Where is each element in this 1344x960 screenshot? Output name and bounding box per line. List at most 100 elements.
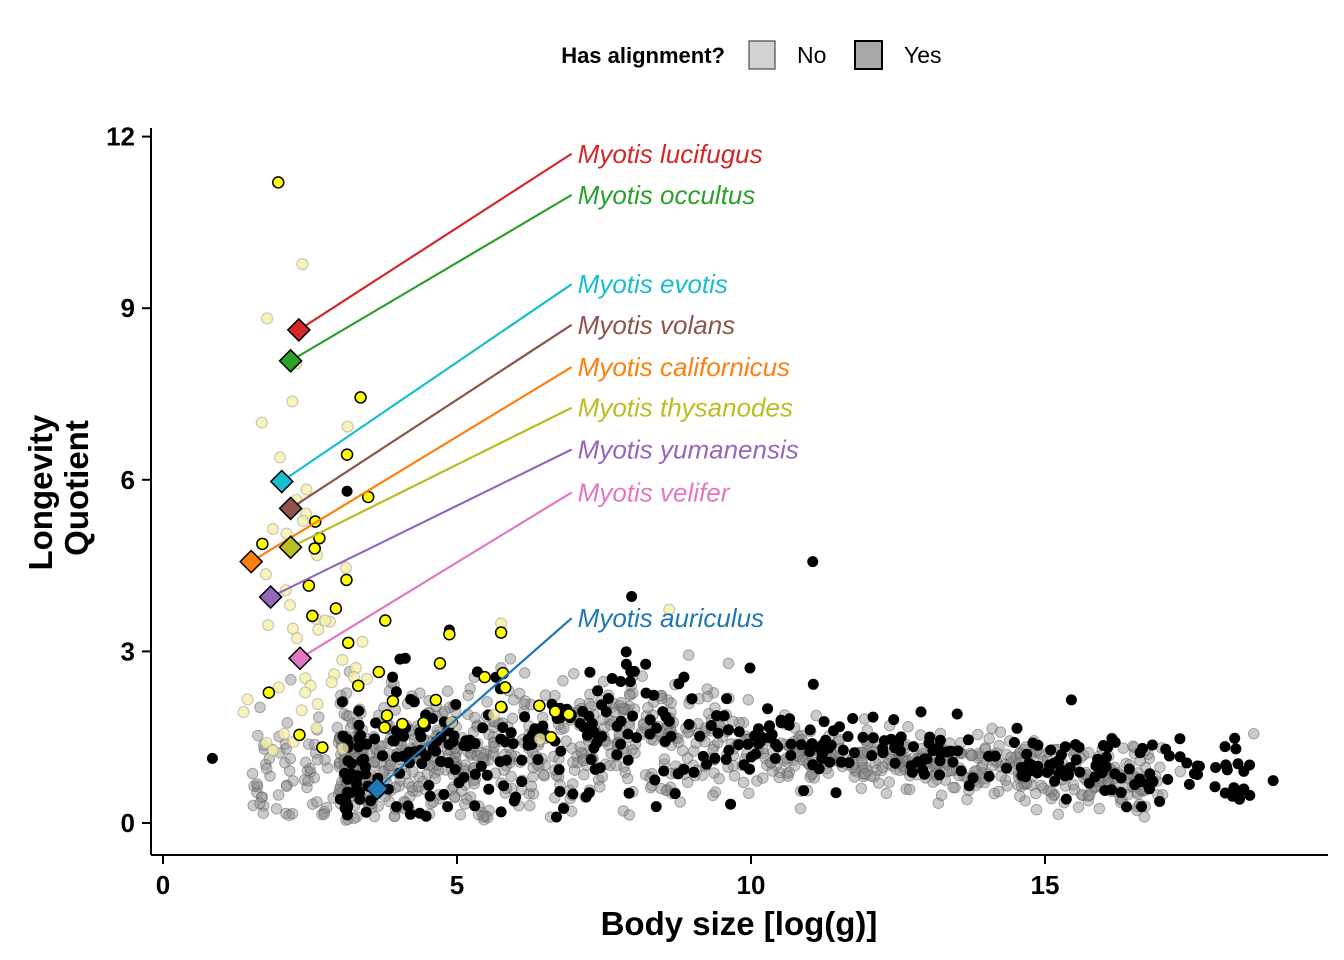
- mammal-point-with-alignment: [770, 738, 782, 750]
- mammal-point-no-alignment: [518, 667, 531, 679]
- bat-point-with-alignment: [256, 537, 269, 551]
- mammal-point-with-alignment: [683, 718, 695, 730]
- y-tick-label: 3: [121, 636, 135, 666]
- mammal-point-no-alignment: [412, 780, 425, 793]
- mammal-point-no-alignment: [623, 700, 636, 713]
- mammal-point-with-alignment: [1048, 758, 1060, 769]
- mammal-point-no-alignment: [621, 772, 634, 785]
- mammal-point-no-alignment: [464, 682, 477, 695]
- mammal-point-with-alignment: [391, 751, 402, 763]
- mammal-point-no-alignment: [935, 789, 948, 802]
- mammal-point-with-alignment: [1053, 768, 1065, 780]
- mammal-point-no-alignment: [617, 705, 630, 717]
- mammal-point-no-alignment: [626, 744, 638, 756]
- mammal-point-no-alignment: [383, 762, 395, 775]
- mammal-point-with-alignment: [934, 755, 946, 767]
- mammal-point-no-alignment: [461, 793, 473, 805]
- y-tick-label: 0: [121, 808, 135, 838]
- mammal-point-with-alignment: [686, 693, 698, 705]
- mammal-point-with-alignment: [443, 739, 455, 750]
- mammal-point-no-alignment: [617, 805, 630, 817]
- bat-point-no-alignment: [341, 420, 354, 433]
- mammal-point-no-alignment: [311, 796, 323, 808]
- mammal-point-with-alignment: [1192, 769, 1203, 780]
- mammal-point-with-alignment: [934, 734, 946, 746]
- mammal-point-no-alignment: [558, 722, 570, 734]
- mammal-point-no-alignment: [774, 766, 786, 779]
- mammal-point-no-alignment: [279, 757, 291, 769]
- mammal-point-no-alignment: [1072, 801, 1085, 814]
- legend-title: Has alignment?: [561, 43, 725, 68]
- mammal-point-with-alignment: [558, 803, 569, 814]
- mammal-point-no-alignment: [642, 702, 654, 714]
- mammal-point-with-alignment: [733, 739, 745, 751]
- mammal-point-with-alignment: [1041, 766, 1053, 778]
- mammal-point-no-alignment: [1082, 794, 1095, 807]
- mammal-point-with-alignment: [848, 747, 860, 759]
- mammal-point-no-alignment: [999, 774, 1012, 787]
- mammal-point-no-alignment: [624, 689, 637, 702]
- mammal-point-with-alignment: [553, 764, 565, 776]
- mammal-point-no-alignment: [476, 806, 488, 819]
- mammal-point-no-alignment: [475, 746, 487, 759]
- mammal-point-with-alignment: [438, 789, 450, 800]
- mammal-point-with-alignment: [592, 685, 604, 697]
- mammal-point-with-alignment: [477, 722, 489, 734]
- mammal-point-with-alignment: [365, 795, 377, 807]
- mammal-point-no-alignment: [527, 762, 540, 774]
- bat-point-no-alignment: [286, 395, 299, 408]
- bat-point-with-alignment: [306, 609, 319, 623]
- mammal-point-no-alignment: [505, 770, 517, 783]
- mammal-point-no-alignment: [708, 767, 720, 779]
- species-diamond-marker: [278, 535, 303, 560]
- mammal-point-no-alignment: [411, 785, 423, 798]
- mammal-point-no-alignment: [302, 775, 315, 787]
- legend-key-no: [748, 40, 776, 70]
- mammal-point-no-alignment: [1014, 790, 1026, 803]
- bat-point-with-alignment: [478, 670, 491, 684]
- mammal-point-no-alignment: [478, 814, 490, 826]
- mammal-point-no-alignment: [900, 783, 913, 795]
- x-axis-title: Body size [log(g)]: [601, 905, 878, 942]
- mammal-point-no-alignment: [594, 781, 606, 793]
- mammal-point-with-alignment: [1100, 751, 1112, 763]
- mammal-point-with-alignment: [631, 732, 642, 744]
- mammal-point-no-alignment: [583, 697, 596, 710]
- mammal-point-no-alignment: [1138, 811, 1151, 823]
- legend-label-yes: Yes: [904, 42, 942, 68]
- mammal-point-with-alignment: [744, 763, 756, 775]
- bat-point-with-alignment: [340, 573, 353, 587]
- mammal-point-with-alignment: [775, 717, 787, 729]
- mammal-point-with-alignment: [334, 793, 346, 805]
- mammal-point-with-alignment: [390, 801, 402, 813]
- mammal-point-no-alignment: [757, 772, 769, 784]
- mammal-point-no-alignment: [469, 711, 481, 724]
- species-connector-line: [299, 491, 573, 660]
- mammal-point-with-alignment: [495, 806, 507, 818]
- mammal-point-no-alignment: [318, 805, 331, 818]
- mammal-point-with-alignment: [442, 757, 454, 769]
- mammal-point-with-alignment: [785, 738, 797, 750]
- mammal-point-no-alignment: [1117, 742, 1130, 755]
- mammal-point-no-alignment: [964, 747, 977, 760]
- mammal-point-no-alignment: [1143, 752, 1156, 765]
- mammal-point-with-alignment: [423, 779, 435, 791]
- mammal-point-with-alignment: [1228, 782, 1240, 794]
- mammal-point-no-alignment: [574, 741, 586, 753]
- x-tick-label: 5: [450, 870, 464, 900]
- mammal-point-no-alignment: [518, 698, 531, 711]
- mammal-point-no-alignment: [743, 787, 755, 800]
- legend-key-yes: [854, 40, 883, 70]
- mammal-point-no-alignment: [319, 754, 331, 766]
- mammal-point-with-alignment: [387, 671, 399, 683]
- mammal-point-no-alignment: [459, 798, 471, 810]
- species-label: Myotis occultus: [578, 180, 756, 210]
- species-connector-line: [270, 448, 573, 599]
- mammal-point-with-alignment: [659, 735, 671, 747]
- mammal-point-with-alignment: [983, 750, 995, 762]
- mammal-point-no-alignment: [259, 758, 272, 771]
- mammal-point-no-alignment: [655, 782, 667, 795]
- mammal-point-with-alignment: [1234, 793, 1245, 805]
- mammal-point-no-alignment: [483, 804, 495, 817]
- bat-point-with-alignment: [533, 699, 546, 712]
